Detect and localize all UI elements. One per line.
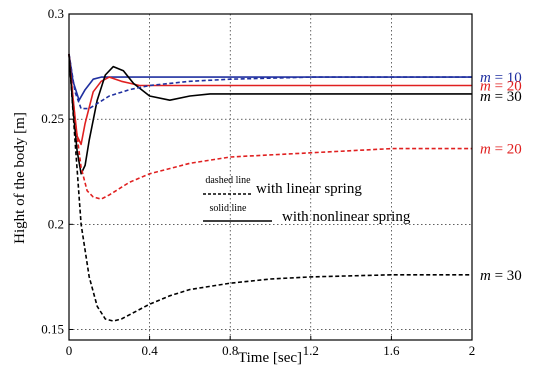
y-tick-label: 0.3: [48, 6, 64, 21]
nonlinear-spring-line-m-20: [68, 53, 472, 146]
legend: dashed line with linear spring solid lin…: [203, 175, 411, 225]
linear-spring-line-m-10: [68, 53, 472, 110]
x-axis-title: Time [sec]: [238, 350, 302, 366]
legend-solid-sample-text: solid line: [210, 203, 248, 214]
grid: [69, 14, 472, 340]
nonlinear-spring-line-m-10: [68, 53, 472, 101]
legend-dashed-sample-text: dashed line: [205, 175, 251, 186]
x-tick-label: 0: [66, 343, 73, 358]
x-tick-label: 2: [469, 343, 476, 358]
y-axis-title: Hight of the body [m]: [12, 112, 28, 244]
nonlinear-spring-line-m-30: [68, 53, 472, 175]
x-axis-ticks: 0 0.4 0.8 1.2 1.6 2: [66, 336, 476, 358]
x-tick-label: 0.8: [222, 343, 238, 358]
mass-annotations: m = 10m = 20m = 30m = 20m = 30: [480, 70, 522, 284]
mass-label: m = 10: [480, 70, 522, 86]
mass-label: m = 30: [480, 89, 522, 105]
legend-solid-text: with nonlinear spring: [282, 209, 411, 225]
legend-dashed-text: with linear spring: [256, 181, 362, 197]
mass-label: m = 20: [480, 79, 522, 95]
x-tick-label: 1.2: [303, 343, 319, 358]
linear-spring-line-m-20: [68, 53, 472, 200]
x-tick-label: 0.4: [141, 343, 158, 358]
y-axis-ticks: 0.15 0.2 0.25 0.3: [41, 6, 73, 336]
series-lines: [68, 53, 472, 322]
x-tick-label: 1.6: [383, 343, 400, 358]
y-tick-label: 0.2: [48, 216, 64, 231]
plot-frame: [68, 13, 473, 341]
linear-spring-line-m-30: [68, 53, 472, 322]
mass-label: m = 20: [480, 142, 522, 158]
y-tick-label: 0.15: [41, 321, 64, 336]
mass-label: m = 30: [480, 268, 522, 284]
y-tick-label: 0.25: [41, 111, 64, 126]
